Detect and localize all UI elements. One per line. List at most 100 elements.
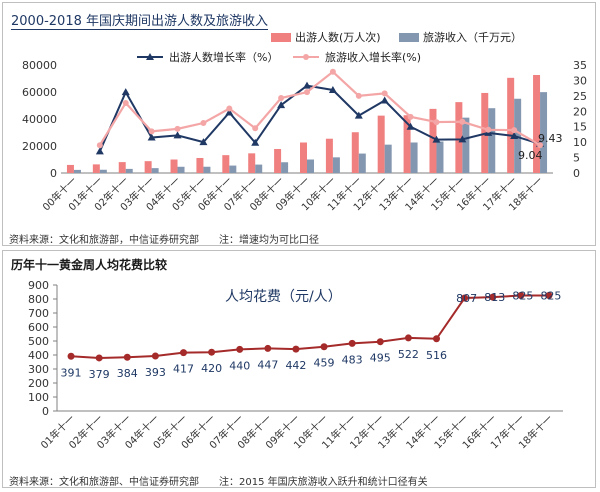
chart-panel-bottom: 历年十一黄金周人均花费比较 0 100 200 300 400 500 600 700 800 9…	[2, 250, 596, 488]
chart1-point-visitor-growth	[380, 96, 389, 104]
chart2-source-note: 资料来源：文化和旅游部、中信证券研究部 注：2015 年国庆旅游收入跃升和统计口…	[9, 477, 428, 488]
chart1-legend-label: 出游人数增长率（%）	[169, 50, 278, 64]
chart2-data-label: 440	[229, 359, 250, 372]
chart1-line-revenue-growth	[98, 70, 541, 147]
chart1-point-revenue-growth	[122, 99, 129, 106]
chart1-point-visitor-growth	[328, 85, 337, 93]
chart1-y-left-tick: 80000	[22, 59, 57, 72]
chart1-point-revenue-growth	[381, 90, 388, 97]
chart1-legend-label: 出游人数(万人次)	[295, 30, 381, 44]
chart1-point-revenue-growth	[174, 125, 181, 132]
chart2-point	[545, 292, 553, 299]
chart1-line-visitor-growth	[98, 84, 541, 152]
chart1-y-right-tick: 20	[573, 105, 587, 118]
chart-panel-top: 2000-2018 年国庆期间出游人数及旅游收入 0 20000 40000 6000…	[2, 2, 596, 246]
chart1-point-visitor-growth	[303, 81, 311, 89]
chart1-bar-revenue	[229, 165, 237, 173]
chart2-point	[151, 352, 159, 360]
chart1-bar-visitors	[377, 115, 385, 173]
chart1-point-revenue-growth	[485, 126, 492, 133]
chart1-point-revenue-growth	[226, 105, 233, 112]
chart1-legend-swatch	[271, 33, 291, 42]
chart1-bar-visitors	[351, 132, 359, 173]
chart1-y-left-tick: 60000	[22, 86, 57, 99]
chart1-bar-revenue	[488, 108, 496, 173]
chart2-point	[517, 292, 525, 299]
chart1-y-right-tick: 30	[573, 74, 587, 87]
chart2-data-label: 459	[314, 357, 335, 370]
chart1-legend-label: 旅游收入增长率(%)	[325, 50, 421, 64]
chart1-bar-revenue	[125, 168, 133, 173]
chart1-bar-revenue	[255, 164, 263, 173]
chart1-bar-visitors	[196, 157, 204, 173]
chart2-series-title: 人均花费（元/人）	[225, 289, 342, 305]
chart2-point	[461, 294, 469, 302]
chart1-legend-label: 旅游收入（千万元）	[423, 30, 522, 44]
chart2-line-spend	[70, 294, 549, 359]
chart1-point-revenue-growth	[537, 142, 544, 149]
chart1-source-note: 资料来源：文化和旅游部，中信证券研究部 注：增速均为可比口径	[9, 235, 319, 246]
chart2-data-label: 483	[342, 353, 363, 366]
chart1-bar-visitors	[533, 74, 541, 173]
chart1-bar-revenue	[99, 169, 107, 173]
chart1-point-revenue-growth	[252, 125, 259, 132]
chart1-point-visitor-growth	[199, 138, 208, 146]
chart1-legend-marker	[303, 54, 309, 60]
chart1-y-right-tick: 35	[573, 59, 587, 72]
chart1-y-left-tick: 20000	[22, 140, 57, 153]
chart1-point-visitor-growth	[354, 111, 363, 119]
chart1-bar-visitors	[170, 159, 178, 173]
chart1-y-right-tick: 5	[573, 152, 580, 165]
chart2-data-label: 391	[61, 366, 82, 379]
chart1-point-revenue-growth	[355, 92, 362, 99]
chart2-point	[433, 335, 440, 343]
chart2-point	[123, 353, 131, 361]
chart2-data-label: 379	[89, 368, 110, 381]
chart1-point-visitor-growth	[251, 138, 260, 146]
chart1-point-revenue-growth	[329, 68, 336, 75]
chart1-bar-visitors	[507, 77, 515, 173]
chart2-y-tick: 600	[28, 321, 49, 334]
chart2-y-tick: 900	[28, 279, 49, 292]
chart1-bar-revenue	[358, 153, 366, 173]
chart2-data-label: 417	[173, 363, 194, 376]
chart2-data-label: 442	[285, 359, 306, 372]
chart1-bar-revenue	[462, 117, 470, 173]
chart2-point	[208, 348, 216, 356]
chart1-point-visitor-growth	[95, 147, 104, 155]
chart1-bar-visitors	[222, 155, 230, 173]
chart1-title: 2000-2018 年国庆期间出游人数及旅游收入	[11, 14, 268, 30]
chart1-point-revenue-growth	[304, 89, 310, 96]
chart1-bar-visitors	[274, 148, 282, 173]
chart1-bar-visitors	[118, 162, 126, 173]
chart1-point-revenue-growth	[407, 113, 414, 120]
chart1-point-visitor-growth	[173, 131, 182, 139]
chart1-point-revenue-growth	[433, 119, 440, 126]
chart1-point-visitor-growth	[277, 101, 286, 109]
chart2-y-tick: 300	[28, 363, 49, 376]
chart2-point	[348, 339, 356, 347]
chart1-point-revenue-growth	[278, 95, 285, 102]
chart2-point	[236, 345, 244, 353]
chart2-data-label: 825	[540, 290, 561, 303]
chart1-bar-revenue	[384, 144, 392, 173]
chart1-y-left-tick: 40000	[22, 113, 57, 126]
chart1-legend-swatch	[399, 33, 419, 42]
chart1-point-visitor-growth	[225, 108, 234, 116]
chart1-point-visitor-growth	[458, 135, 467, 143]
chart1-bar-revenue	[410, 142, 418, 173]
chart1-point-visitor-growth	[147, 133, 156, 141]
chart2-data-label: 825	[512, 290, 533, 303]
chart1-legend-marker	[146, 53, 154, 60]
chart2-data-label: 807	[456, 292, 477, 305]
chart1-bar-revenue	[151, 168, 159, 173]
chart1-point-revenue-growth	[96, 142, 103, 149]
chart1-y-left-tick: 0	[50, 167, 57, 180]
chart1-bar-revenue	[436, 141, 444, 173]
chart2-data-label: 384	[117, 367, 138, 380]
chart2-y-tick: 400	[28, 349, 49, 362]
chart1-bar-visitors	[455, 102, 463, 173]
chart2-data-label: 447	[257, 358, 278, 371]
chart2-data-label: 516	[426, 349, 447, 362]
